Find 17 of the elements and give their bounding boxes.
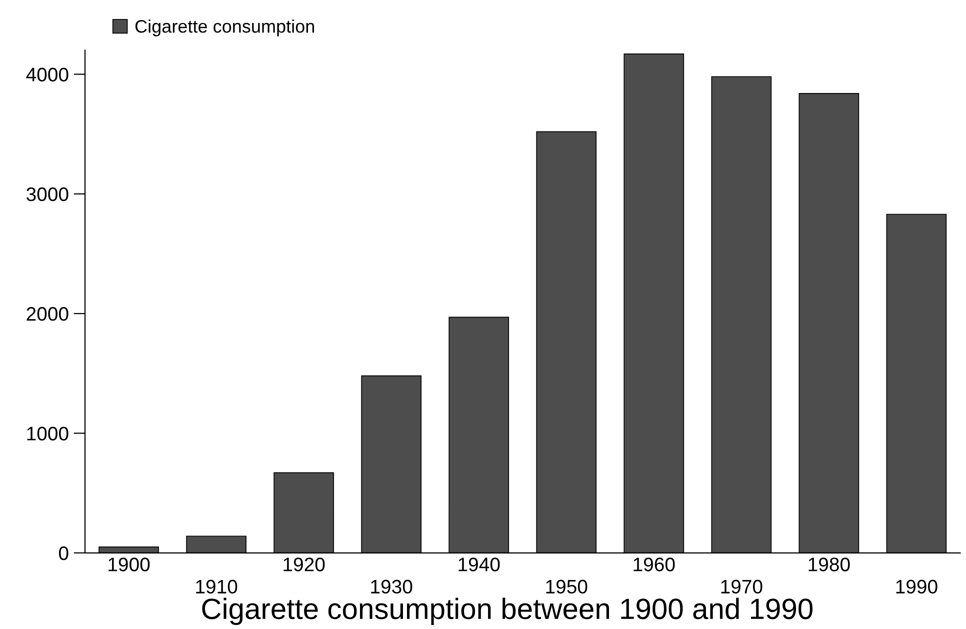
- y-tick-label: 0: [58, 546, 68, 560]
- x-tick-label: 1930: [371, 580, 412, 594]
- x-tick-label: 1950: [546, 580, 588, 594]
- x-tick-label: 1940: [458, 558, 500, 572]
- y-tick-label: 4000: [26, 68, 68, 82]
- y-tick-label: 3000: [26, 187, 68, 202]
- y-tick-label: 1000: [27, 426, 68, 440]
- x-tick-label: 1900: [108, 558, 150, 572]
- legend-label: Cigarette consumption: [135, 19, 314, 36]
- x-tick-label: 1960: [634, 558, 675, 572]
- x-tick-label: 1910: [196, 580, 238, 594]
- text: Cigarette consumption between 1900 and 1990: [202, 598, 813, 625]
- x-tick-label: 1990: [896, 580, 938, 594]
- y-tick-label: 2000: [26, 307, 68, 321]
- x-tick-label: 1980: [808, 558, 850, 572]
- x-tick-label: 1970: [721, 580, 762, 594]
- x-tick-label: 1920: [284, 558, 325, 572]
